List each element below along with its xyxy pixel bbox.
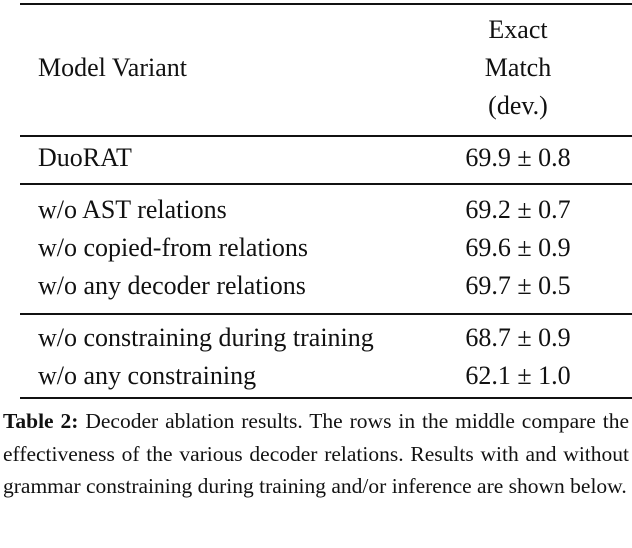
exact-match-header-line-1: Exact: [488, 15, 548, 44]
score-no-copied-from-relations: 69.6 ± 0.9: [465, 233, 571, 262]
top-rule: [20, 3, 632, 5]
header-rule: [20, 135, 632, 137]
caption-label: Table 2:: [3, 409, 79, 433]
variant-no-copied-from-relations: w/o copied-from relations: [38, 233, 309, 262]
score-no-decoder-relations: 69.7 ± 0.5: [465, 271, 571, 300]
variant-no-constraining-training: w/o constraining during training: [38, 323, 374, 352]
caption-text: Decoder ablation results. The rows in th…: [3, 409, 630, 498]
score-no-constraining: 62.1 ± 1.0: [465, 361, 571, 390]
score-duorat: 69.9 ± 0.8: [465, 143, 571, 172]
score-no-constraining-training: 68.7 ± 0.9: [465, 323, 571, 352]
group-rule-1: [20, 183, 632, 185]
variant-no-constraining: w/o any constraining: [38, 361, 257, 390]
exact-match-header: Exact Match (dev.): [420, 11, 616, 125]
exact-match-header-line-3: (dev.): [488, 91, 548, 120]
group-rule-2: [20, 313, 632, 315]
variant-no-ast-relations: w/o AST relations: [38, 195, 227, 224]
exact-match-header-line-2: Match: [484, 53, 552, 82]
model-variant-header: Model Variant: [38, 53, 187, 82]
table-caption: Table 2: Decoder ablation results. The r…: [3, 405, 629, 503]
score-no-ast-relations: 69.2 ± 0.7: [465, 195, 571, 224]
variant-duorat: DuoRAT: [38, 143, 132, 172]
variant-no-decoder-relations: w/o any decoder relations: [38, 271, 306, 300]
bottom-rule: [20, 397, 632, 399]
